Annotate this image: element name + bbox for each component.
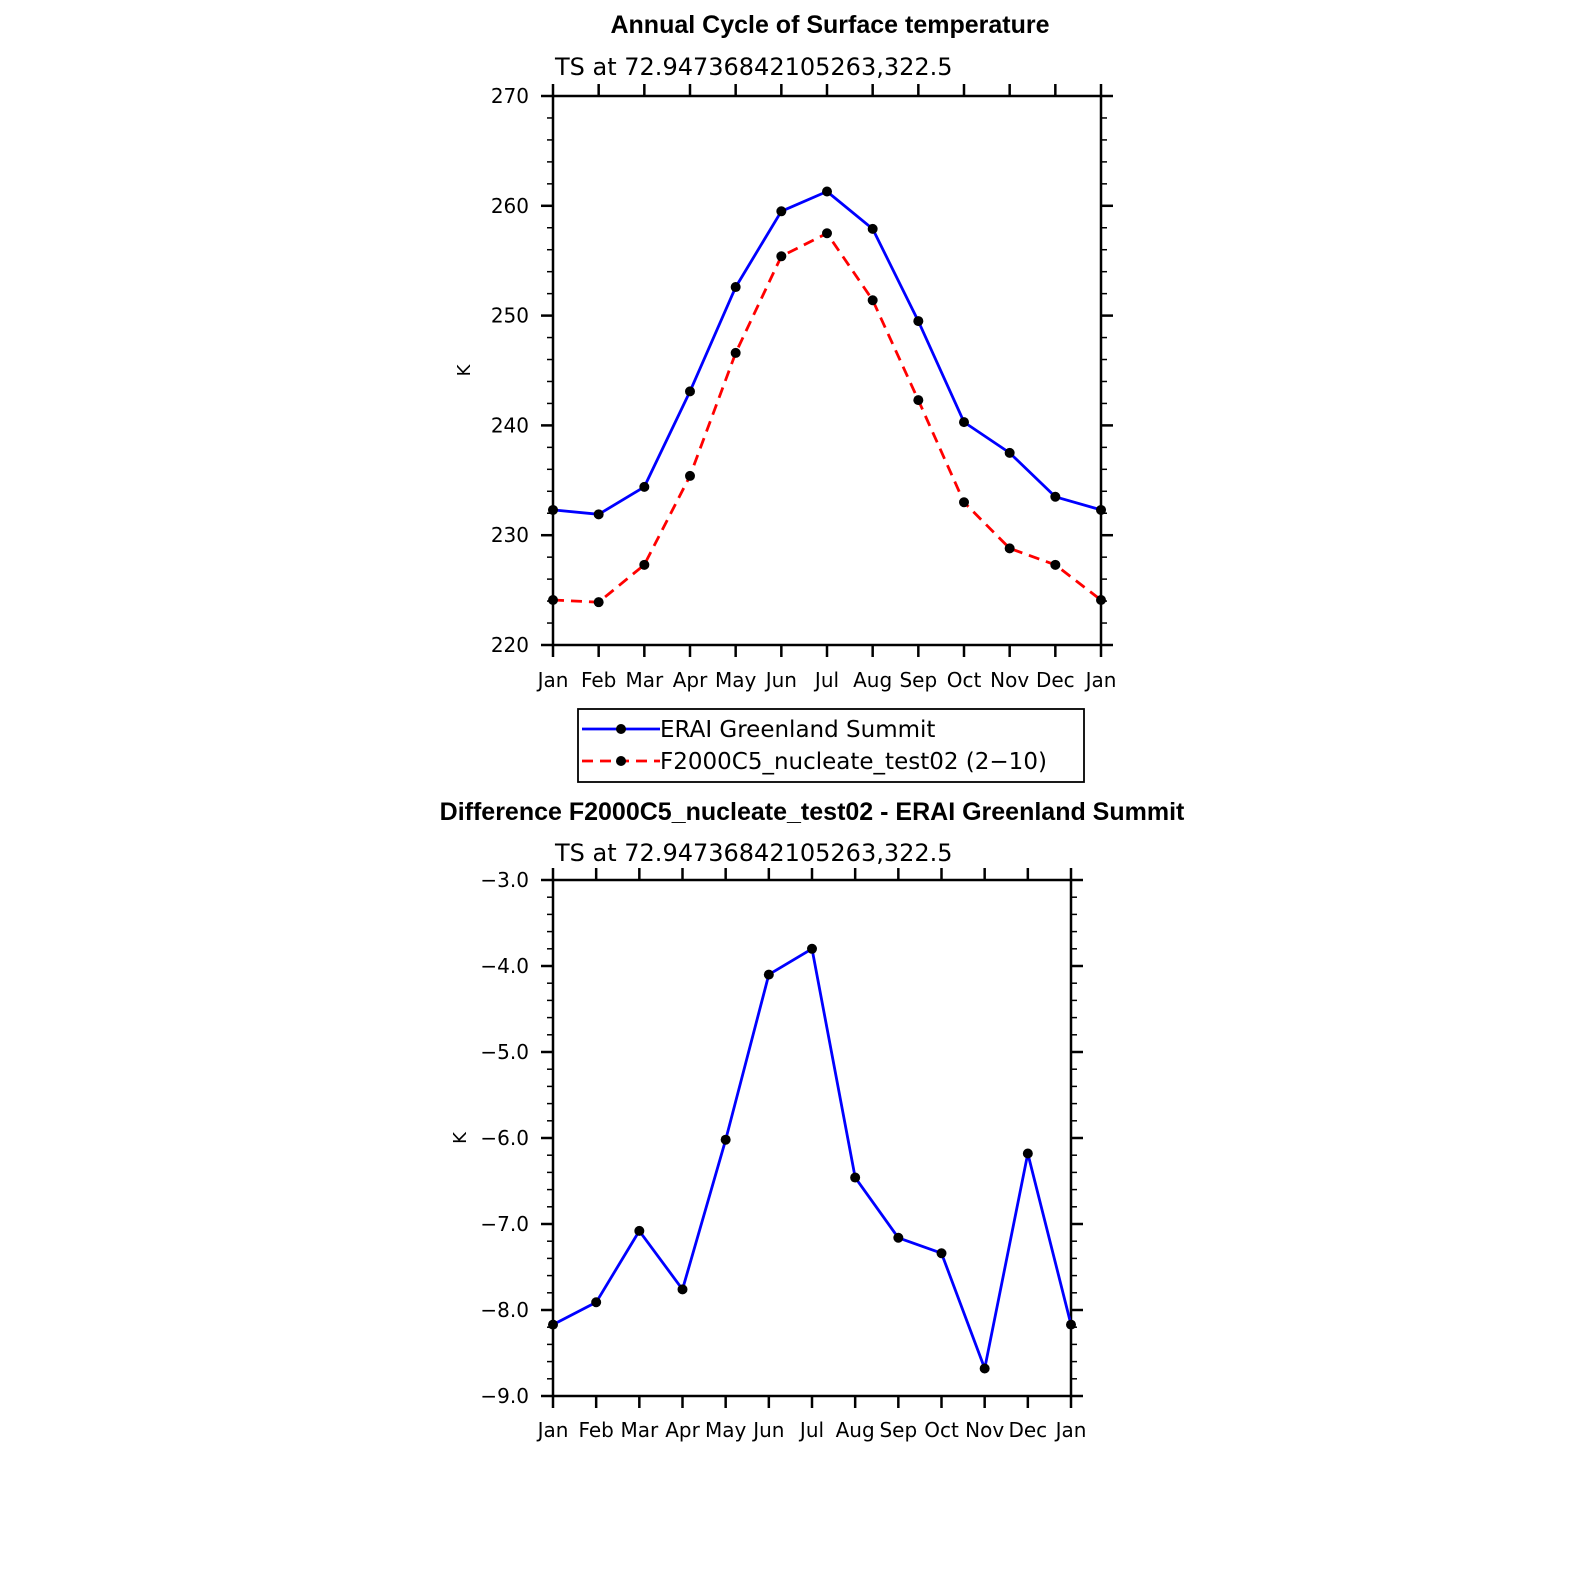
data-point <box>850 1172 861 1183</box>
x-tick-label: Jun <box>751 1418 784 1442</box>
y-tick-label: 250 <box>491 304 529 328</box>
data-point <box>1050 559 1061 570</box>
x-tick-label: Jul <box>813 668 839 692</box>
y-tick-label: −3.0 <box>480 868 529 892</box>
chart-title: Difference F2000C5_nucleate_test02 - ERA… <box>440 798 1185 826</box>
y-tick-label: 240 <box>491 413 529 437</box>
legend-label-1: F2000C5_nucleate_test02 (2−10) <box>660 749 1047 775</box>
data-point <box>979 1363 990 1374</box>
data-point <box>548 504 558 515</box>
data-point <box>822 228 832 239</box>
legend-marker-1 <box>616 756 626 766</box>
data-point <box>1022 1148 1033 1159</box>
series-line-1 <box>552 231 1102 604</box>
x-tick-label: Sep <box>879 1418 917 1442</box>
data-point <box>548 1319 558 1330</box>
data-point <box>1004 447 1015 458</box>
y-tick-label: −8.0 <box>480 1298 529 1322</box>
data-point <box>730 282 741 293</box>
data-point <box>639 481 650 492</box>
legend-marker-0 <box>616 724 626 734</box>
series-line-0 <box>552 947 1073 1370</box>
y-tick-label: 230 <box>491 523 529 547</box>
x-tick-label: Jan <box>1054 1418 1087 1442</box>
y-tick-label: −6.0 <box>480 1126 529 1150</box>
data-point <box>677 1284 688 1295</box>
chart-subtitle: TS at 72.94736842105263,322.5 <box>554 839 953 867</box>
data-point <box>548 594 558 605</box>
y-axis-label: K <box>454 363 475 376</box>
x-tick-label: Nov <box>965 1418 1004 1442</box>
data-point <box>1096 504 1106 515</box>
y-tick-label: 260 <box>491 194 529 218</box>
y-tick-label: 270 <box>491 84 529 108</box>
x-tick-label: Feb <box>581 668 616 692</box>
data-point <box>867 295 878 306</box>
data-point <box>763 969 774 980</box>
data-point <box>1096 594 1106 605</box>
x-tick-label: May <box>705 1418 747 1442</box>
data-point <box>1066 1319 1076 1330</box>
data-point <box>1004 543 1015 554</box>
x-tick-label: Jan <box>536 1418 569 1442</box>
y-tick-label: −4.0 <box>480 954 529 978</box>
data-point <box>822 186 832 197</box>
x-tick-label: Oct <box>947 668 982 692</box>
x-tick-label: Aug <box>853 668 892 692</box>
x-tick-label: Nov <box>990 668 1029 692</box>
chart-subtitle: TS at 72.94736842105263,322.5 <box>554 53 953 81</box>
data-point <box>867 223 878 234</box>
legend-label-0: ERAI Greenland Summit <box>660 717 935 743</box>
x-tick-label: Mar <box>620 1418 659 1442</box>
data-point <box>593 597 604 608</box>
x-tick-label: Jul <box>798 1418 824 1442</box>
data-point <box>685 470 695 481</box>
x-tick-label: Jan <box>536 668 569 692</box>
y-tick-label: −7.0 <box>480 1212 529 1236</box>
data-point <box>959 417 969 428</box>
x-tick-label: Apr <box>673 668 708 692</box>
data-point <box>591 1297 602 1308</box>
data-point <box>913 395 924 406</box>
plot-frame <box>551 94 1103 647</box>
x-tick-label: May <box>715 668 757 692</box>
difference-chart: Difference F2000C5_nucleate_test02 - ERA… <box>440 798 1185 1442</box>
legend-box <box>577 708 1085 783</box>
data-point <box>730 347 741 358</box>
y-tick-label: 220 <box>491 633 529 657</box>
x-tick-label: Feb <box>578 1418 613 1442</box>
data-point <box>936 1248 947 1259</box>
data-point <box>685 386 695 397</box>
x-tick-label: Mar <box>625 668 664 692</box>
x-tick-label: Sep <box>899 668 937 692</box>
series-line-0 <box>552 190 1102 516</box>
y-tick-label: −5.0 <box>480 1040 529 1064</box>
legend: ERAI Greenland Summit F2000C5_nucleate_te… <box>577 708 1085 783</box>
x-tick-label: Apr <box>665 1418 700 1442</box>
chart-title: Annual Cycle of Surface temperature <box>610 11 1049 39</box>
x-tick-label: Jan <box>1084 668 1117 692</box>
data-point <box>639 559 650 570</box>
data-point <box>776 206 787 217</box>
data-point <box>807 943 817 954</box>
data-point <box>959 497 969 508</box>
x-tick-label: Dec <box>1036 668 1075 692</box>
data-point <box>776 251 787 262</box>
data-point <box>593 509 604 520</box>
x-tick-label: Aug <box>836 1418 875 1442</box>
y-tick-label: −9.0 <box>480 1384 529 1408</box>
data-point <box>1050 491 1061 502</box>
data-point <box>913 316 924 327</box>
x-tick-label: Jun <box>764 668 797 692</box>
x-tick-label: Oct <box>924 1418 959 1442</box>
y-axis-label: K <box>450 1131 471 1144</box>
x-tick-label: Dec <box>1008 1418 1047 1442</box>
annual-cycle-chart: Annual Cycle of Surface temperature TS at… <box>454 11 1116 692</box>
data-point <box>720 1134 731 1145</box>
data-point <box>634 1225 645 1236</box>
data-point <box>893 1232 904 1243</box>
